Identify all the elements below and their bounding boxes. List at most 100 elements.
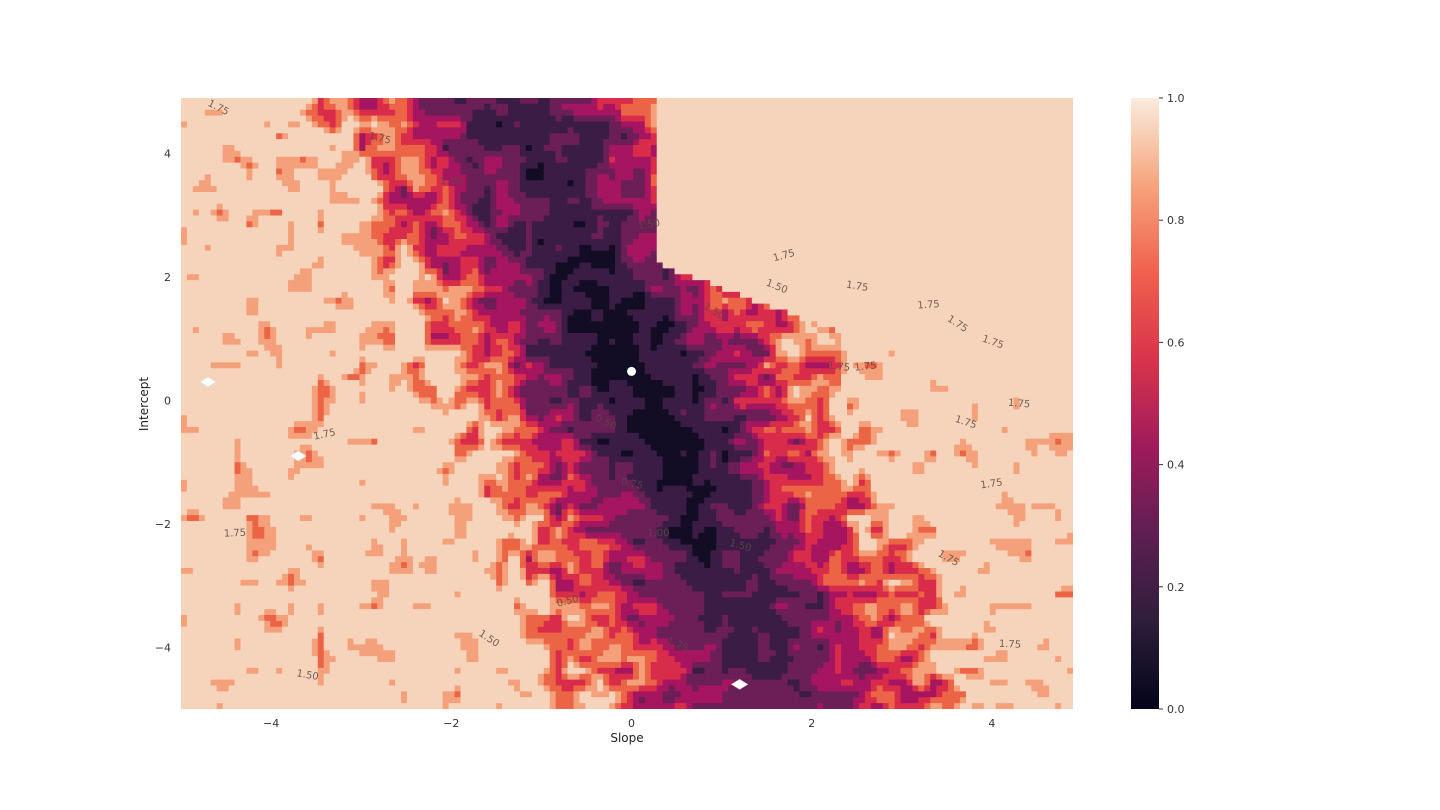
contour-cell xyxy=(739,233,747,240)
contour-cell xyxy=(674,209,682,217)
contour-cell xyxy=(632,115,640,123)
contour-cell xyxy=(751,239,759,246)
contour-cell xyxy=(561,256,569,264)
contour-cell xyxy=(983,103,991,111)
contour-cell xyxy=(264,221,271,228)
contour-cell xyxy=(632,262,640,269)
contour-cell xyxy=(1031,98,1038,105)
contour-cell xyxy=(936,239,943,246)
contour-cell xyxy=(948,180,955,187)
contour-cell xyxy=(745,103,753,111)
contour-cell xyxy=(704,180,711,187)
contour-cell xyxy=(531,115,539,123)
contour-cell xyxy=(442,127,450,134)
contour-cell xyxy=(365,121,372,128)
contour-cell xyxy=(698,227,705,234)
contour-cell xyxy=(876,103,884,111)
contour-cell xyxy=(234,227,242,234)
contour-cell xyxy=(436,150,444,158)
contour-cell xyxy=(514,180,521,187)
contour-cell xyxy=(1007,186,1015,193)
contour-cell xyxy=(793,286,801,293)
contour-cell xyxy=(662,203,670,211)
contour-cell xyxy=(971,244,979,252)
contour-cell xyxy=(781,139,789,146)
contour-cell xyxy=(448,239,456,246)
contour-cell xyxy=(668,174,676,181)
contour-cell xyxy=(638,145,646,152)
contour-cell xyxy=(900,209,908,217)
contour-cell xyxy=(621,121,628,128)
contour-cell xyxy=(912,244,919,252)
contour-cell xyxy=(870,215,878,222)
contour-cell xyxy=(847,156,854,164)
contour-cell xyxy=(793,162,801,170)
contour-cell xyxy=(573,262,581,269)
contour-cell xyxy=(662,233,670,240)
contour-cell xyxy=(311,286,319,293)
contour-cell xyxy=(781,197,789,205)
contour-cell xyxy=(579,150,586,158)
contour-cell xyxy=(965,156,973,164)
contour-cell xyxy=(192,109,200,117)
contour-cell xyxy=(1055,227,1062,234)
contour-cell xyxy=(965,209,973,217)
contour-cell xyxy=(246,244,253,252)
contour-cell xyxy=(847,244,854,252)
contour-cell xyxy=(656,139,664,146)
contour-cell xyxy=(347,98,355,105)
contour-cell xyxy=(888,168,896,175)
contour-cell xyxy=(543,244,551,252)
contour-cell xyxy=(1049,98,1056,105)
contour-cell xyxy=(627,239,634,246)
contour-cell xyxy=(299,121,307,128)
contour-cell xyxy=(496,145,503,152)
contour-cell xyxy=(627,156,634,164)
contour-cell xyxy=(971,215,979,222)
contour-cell xyxy=(234,174,242,181)
contour-cell xyxy=(728,192,735,199)
contour-cell xyxy=(186,121,194,128)
contour-cell xyxy=(436,168,444,175)
contour-cell xyxy=(1061,203,1068,211)
contour-cell xyxy=(323,221,331,228)
contour-cell xyxy=(418,186,426,193)
contour-cell xyxy=(989,286,997,293)
contour-cell xyxy=(936,168,943,175)
contour-cell xyxy=(1061,192,1068,199)
contour-cell xyxy=(1001,180,1009,187)
contour-cell xyxy=(228,268,236,275)
contour-cell xyxy=(1025,192,1032,199)
contour-cell xyxy=(656,233,664,240)
contour-cell xyxy=(603,150,610,158)
contour-cell xyxy=(288,156,295,164)
contour-cell xyxy=(264,203,271,211)
contour-cell xyxy=(448,203,456,211)
contour-cell xyxy=(1007,98,1015,105)
contour-cell xyxy=(1025,280,1032,287)
contour-cell xyxy=(912,127,919,134)
contour-cell xyxy=(204,256,212,264)
contour-cell xyxy=(222,291,230,299)
contour-cell xyxy=(543,127,551,134)
contour-cell xyxy=(323,239,331,246)
contour-cell xyxy=(555,233,563,240)
contour-cell xyxy=(971,103,979,111)
contour-cell xyxy=(603,233,610,240)
contour-cell xyxy=(918,109,925,117)
contour-cell xyxy=(353,121,360,128)
contour-cell xyxy=(763,162,771,170)
contour-cell xyxy=(769,133,777,140)
contour-cell xyxy=(472,133,479,140)
contour-cell xyxy=(454,233,462,240)
contour-cell xyxy=(638,209,646,217)
contour-cell xyxy=(228,286,236,293)
contour-cell xyxy=(341,174,349,181)
contour-cell xyxy=(906,133,914,140)
contour-cell xyxy=(906,197,914,205)
contour-cell xyxy=(847,103,854,111)
contour-cell xyxy=(739,133,747,140)
contour-cell xyxy=(650,180,658,187)
contour-cell xyxy=(567,197,575,205)
contour-cell xyxy=(478,109,485,117)
